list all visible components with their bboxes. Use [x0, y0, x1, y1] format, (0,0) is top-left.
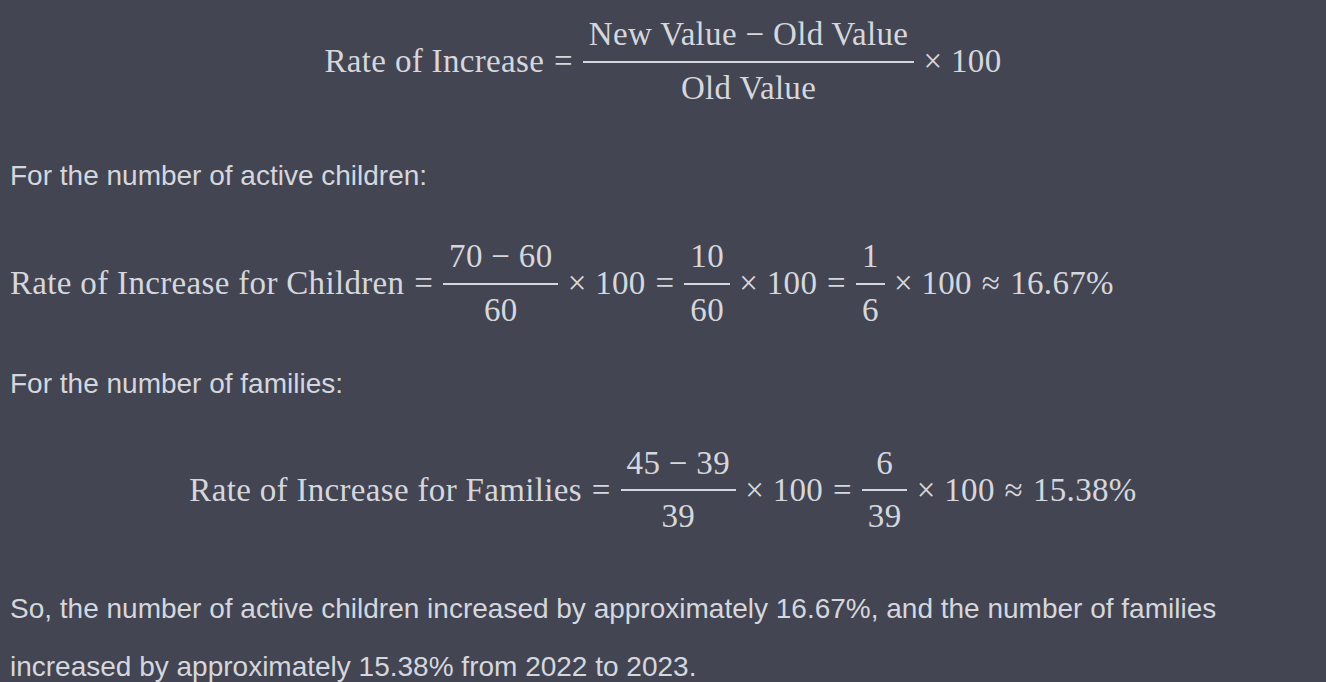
fraction: 45 − 39 39	[621, 445, 736, 537]
equals-sign: =	[833, 472, 852, 510]
fraction: 1 6	[856, 238, 885, 330]
intro-children-text: For the number of active children:	[10, 158, 1316, 194]
fraction-numerator: 6	[862, 445, 908, 490]
equals-sign: =	[656, 265, 675, 303]
equals-sign: =	[592, 472, 611, 510]
fraction: 70 − 60 60	[443, 238, 558, 330]
fraction: 6 39	[862, 445, 908, 537]
fraction-numerator: 45 − 39	[621, 445, 736, 490]
fraction-denominator: Old Value	[583, 63, 914, 108]
formula-families: Rate of Increase for Families = 45 − 39 …	[10, 445, 1316, 537]
fraction-denominator: 60	[443, 285, 558, 330]
formula-lhs: Rate of Increase	[325, 43, 545, 81]
conclusion-text: So, the number of active children increa…	[10, 580, 1316, 682]
fraction-denominator: 39	[862, 491, 908, 536]
fraction-denominator: 6	[856, 285, 885, 330]
times-100: × 100	[923, 43, 1001, 81]
times-100: × 100	[917, 472, 995, 510]
fraction-denominator: 60	[684, 285, 730, 330]
times-100: × 100	[568, 265, 646, 303]
fraction: New Value − Old Value Old Value	[583, 16, 914, 108]
times-100: × 100	[745, 472, 823, 510]
fraction-numerator: 70 − 60	[443, 238, 558, 283]
fraction-numerator: 1	[856, 238, 885, 283]
result-value: 15.38%	[1033, 472, 1137, 510]
equals-sign: =	[827, 265, 846, 303]
formula-children: Rate of Increase for Children = 70 − 60 …	[10, 238, 1316, 330]
times-100: × 100	[894, 265, 972, 303]
fraction-numerator: 10	[684, 238, 730, 283]
equals-sign: =	[554, 43, 573, 81]
fraction-numerator: New Value − Old Value	[583, 16, 914, 61]
fraction: 10 60	[684, 238, 730, 330]
approx-sign: ≈	[1005, 472, 1023, 510]
times-100: × 100	[739, 265, 817, 303]
intro-families-text: For the number of families:	[10, 366, 1316, 402]
fraction-denominator: 39	[621, 491, 736, 536]
formula-lhs: Rate of Increase for Children	[10, 265, 404, 303]
formula-lhs: Rate of Increase for Families	[189, 472, 582, 510]
approx-sign: ≈	[982, 265, 1000, 303]
equals-sign: =	[414, 265, 433, 303]
result-value: 16.67%	[1010, 265, 1114, 303]
assistant-message: Rate of Increase = New Value − Old Value…	[0, 16, 1326, 682]
formula-general: Rate of Increase = New Value − Old Value…	[10, 16, 1316, 108]
